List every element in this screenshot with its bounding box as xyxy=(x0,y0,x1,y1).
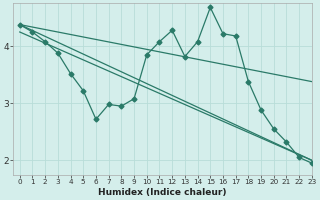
X-axis label: Humidex (Indice chaleur): Humidex (Indice chaleur) xyxy=(98,188,227,197)
